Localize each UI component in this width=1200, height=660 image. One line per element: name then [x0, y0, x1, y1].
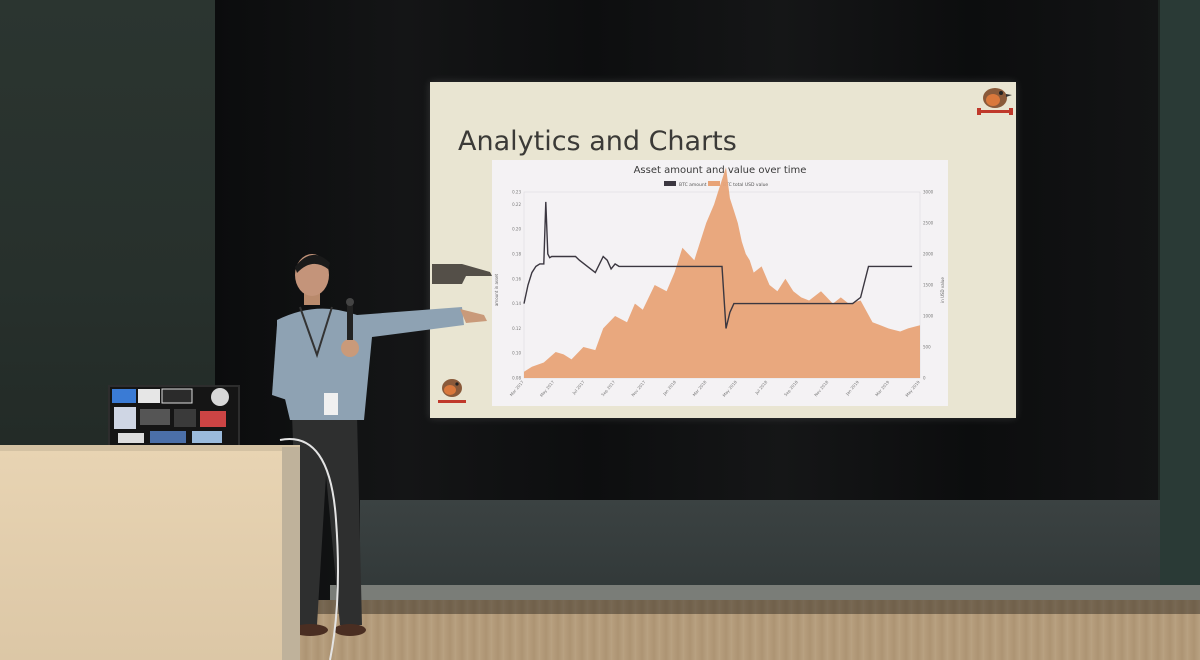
- y-tick-left: 0.08: [512, 376, 521, 381]
- x-tick-label: Sep 2018: [783, 379, 799, 397]
- y-tick-left: 0.22: [512, 202, 521, 207]
- x-tick-label: Nov 2017: [630, 379, 647, 397]
- x-tick-label: Jul 2018: [754, 379, 769, 396]
- x-tick-label: Mar 2017: [509, 379, 525, 397]
- x-tick-label: Nov 2018: [813, 379, 830, 397]
- y-tick-right: 3000: [923, 190, 934, 195]
- x-tick-label: Jan 2018: [661, 379, 677, 397]
- chart-title: Asset amount and value over time: [634, 165, 807, 176]
- legend-label-value: BTC total USD value: [723, 182, 768, 188]
- x-tick-label: Sep 2017: [600, 379, 616, 397]
- y-tick-left: 0.14: [512, 301, 521, 306]
- projection-screen: Analytics and Charts Asset amount and va…: [430, 82, 1016, 418]
- x-tick-label: May 2019: [904, 379, 921, 398]
- legend-swatch-amount: [664, 181, 676, 186]
- legend-label-amount: BTC amount: [679, 182, 707, 188]
- podium: [0, 447, 300, 660]
- stage-edge: [330, 585, 1200, 603]
- x-tick-label: May 2017: [539, 379, 556, 398]
- chart-legend: BTC amount BTC total USD value: [664, 181, 768, 188]
- slide-title: Analytics and Charts: [458, 126, 737, 157]
- series-line-amount: [523, 201, 913, 329]
- x-tick-label: May 2018: [721, 379, 738, 398]
- y-tick-left: 0.20: [512, 227, 521, 232]
- y-tick-right: 2500: [923, 221, 934, 226]
- stage-platform: [360, 500, 1160, 600]
- right-wall: [1160, 0, 1200, 610]
- legend-swatch-value: [708, 181, 720, 186]
- presenter: [272, 254, 487, 636]
- x-tick-label: Mar 2019: [874, 379, 890, 397]
- y-tick-right: 500: [923, 345, 931, 350]
- microphone-cable: [279, 438, 339, 660]
- robin-logo-icon: [977, 88, 1013, 115]
- robin-logo-icon-small: [438, 379, 466, 403]
- y-tick-right: 1000: [923, 314, 934, 319]
- podium-side: [282, 447, 300, 660]
- y-tick-left: 0.23: [512, 190, 521, 195]
- y-tick-left: 0.12: [512, 326, 521, 331]
- y-tick-left: 0.16: [512, 276, 521, 281]
- podium-top: [0, 445, 300, 451]
- y-tick-left: 0.10: [512, 351, 521, 356]
- y-tick-left: 0.18: [512, 252, 521, 257]
- hand-shadow: [432, 264, 492, 284]
- y-tick-right: 1500: [923, 283, 934, 288]
- y-axis-label-right: in USD value: [940, 277, 945, 303]
- y-tick-right: 2000: [923, 252, 934, 257]
- x-tick-label: Jan 2019: [844, 379, 860, 397]
- laptop-stickers: [112, 388, 229, 443]
- y-tick-right: 0: [923, 376, 926, 381]
- asset-chart: Asset amount and value over time BTC amo…: [492, 160, 948, 406]
- x-tick-label: Jul 2017: [571, 379, 586, 396]
- x-tick-label: Mar 2018: [692, 379, 708, 397]
- y-axis-label-left: amount in asset: [494, 273, 499, 306]
